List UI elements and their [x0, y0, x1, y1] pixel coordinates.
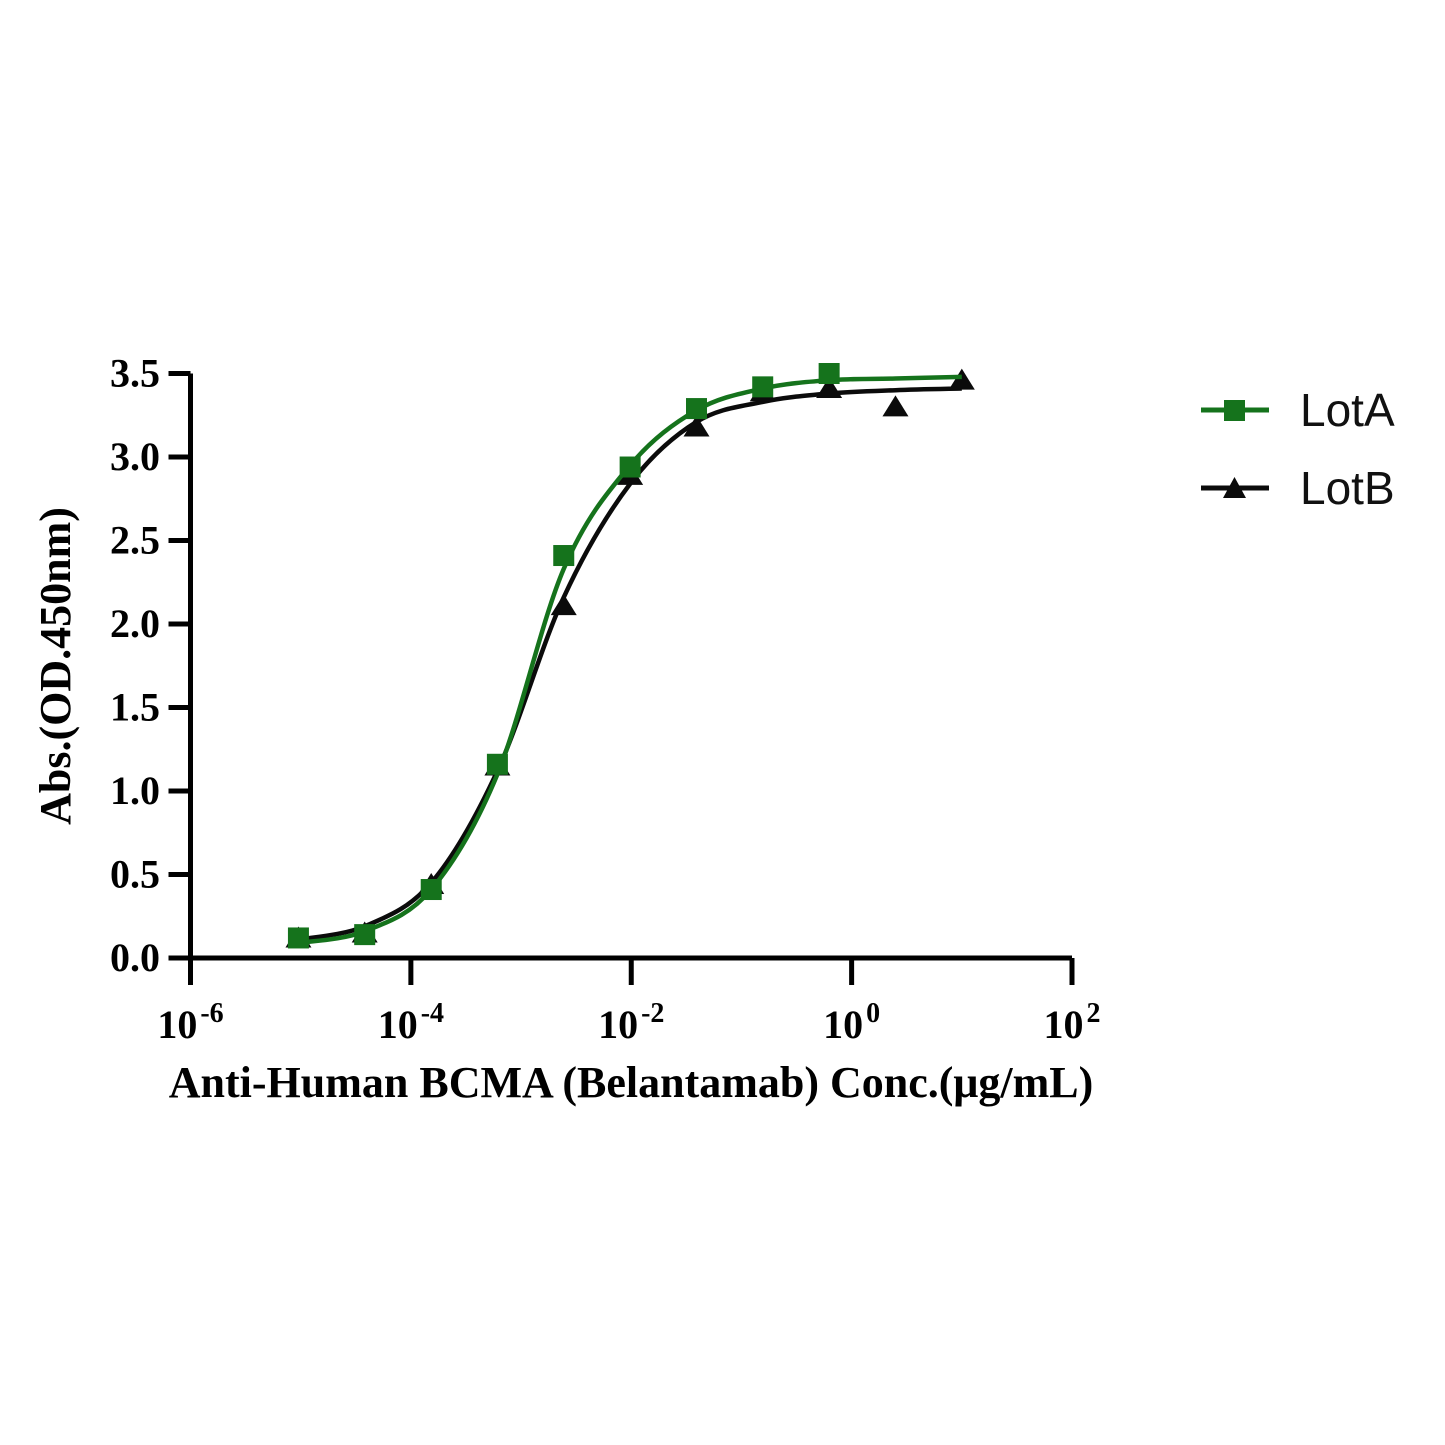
legend: LotA LotB	[1200, 384, 1395, 514]
x-tick-label: 10 0	[823, 998, 880, 1047]
lota-data-point-square	[619, 456, 641, 478]
lota-data-point-square	[818, 363, 840, 384]
y-tick-label: 0.5	[110, 852, 160, 897]
legend-entry-lotb: LotB	[1200, 462, 1395, 514]
lotb-data-point-triangle	[550, 594, 577, 616]
x-tick-label: 10 -2	[598, 998, 664, 1047]
x-tick-label: 10 2	[1044, 998, 1101, 1047]
legend-label-lota: LotA	[1300, 384, 1395, 436]
lota-data-point-square	[486, 753, 508, 775]
y-tick-label: 2.5	[110, 518, 160, 563]
x-tick-label: 10 -4	[378, 998, 444, 1047]
lota-data-point-square	[752, 376, 774, 398]
lotb-data-point-triangle	[882, 395, 909, 417]
y-tick-label: 2.0	[110, 601, 160, 646]
y-tick-label: 0.0	[110, 935, 160, 980]
y-axis-title: Abs.(OD.450nm)	[31, 507, 80, 825]
y-tick-label: 3.0	[110, 434, 160, 479]
legend-label-lotb: LotB	[1300, 462, 1395, 514]
lotb-triangle-marker-icon	[1201, 477, 1269, 498]
lota-legend-square	[1224, 400, 1245, 421]
lotb-data-point-triangle	[948, 368, 975, 390]
y-tick-label: 1.0	[110, 768, 160, 813]
y-tick-label: 1.5	[110, 685, 160, 730]
x-axis-title: Anti-Human BCMA (Belantamab) Conc.(μg/mL…	[169, 1058, 1094, 1107]
legend-entry-lota: LotA	[1200, 384, 1395, 436]
lota-data-point-square	[420, 879, 442, 901]
x-tick-label: 10 -6	[157, 998, 223, 1047]
lota-data-point-square	[354, 924, 376, 946]
lota-data-point-square	[287, 927, 309, 949]
y-tick-label: 3.5	[110, 351, 160, 396]
lota-square-marker-icon	[1201, 400, 1269, 421]
lotb-data-point-triangle	[816, 377, 843, 399]
lotb-legend-triangle	[1223, 477, 1246, 498]
lota-data-point-square	[686, 398, 708, 420]
lota-data-point-square	[553, 545, 575, 567]
lotb-data-point-triangle	[683, 415, 710, 437]
